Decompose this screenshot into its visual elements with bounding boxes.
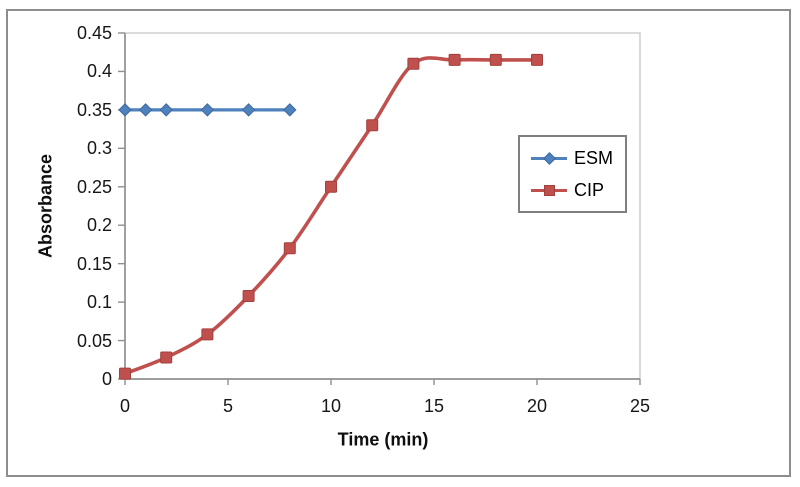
esm-legend-sample (531, 151, 567, 165)
x-axis-title: Time (min) (337, 429, 429, 450)
cip-marker (366, 119, 379, 132)
esm-marker (118, 103, 132, 117)
esm-marker (159, 103, 173, 117)
esm-marker (200, 103, 215, 117)
figure-border (6, 9, 791, 477)
esm-diamond-marker-icon (543, 151, 556, 165)
cip-marker (283, 242, 296, 255)
esm-marker (283, 103, 297, 117)
legend-label-esm: ESM (574, 148, 614, 168)
legend: ESM CIP (518, 135, 627, 213)
cip-marker (489, 53, 502, 66)
esm-marker (241, 103, 256, 117)
cip-marker (531, 53, 543, 66)
esm-marker (138, 103, 153, 117)
legend-label-cip: CIP (574, 180, 605, 200)
cip-legend-sample (531, 184, 567, 197)
cip-marker (242, 289, 255, 302)
cip-line (123, 56, 539, 376)
cip-marker (325, 180, 337, 193)
y-axis-title: Absorbance (35, 153, 56, 259)
cip-square-marker-icon (544, 184, 555, 196)
cip-marker (119, 367, 131, 380)
legend-item-esm: ESM (531, 149, 625, 167)
cip-marker (160, 351, 173, 364)
plot-border (125, 32, 641, 379)
cip-marker (448, 53, 461, 66)
cip-marker (407, 57, 420, 70)
cip-marker (201, 328, 214, 341)
legend-item-cip: CIP (531, 181, 625, 199)
